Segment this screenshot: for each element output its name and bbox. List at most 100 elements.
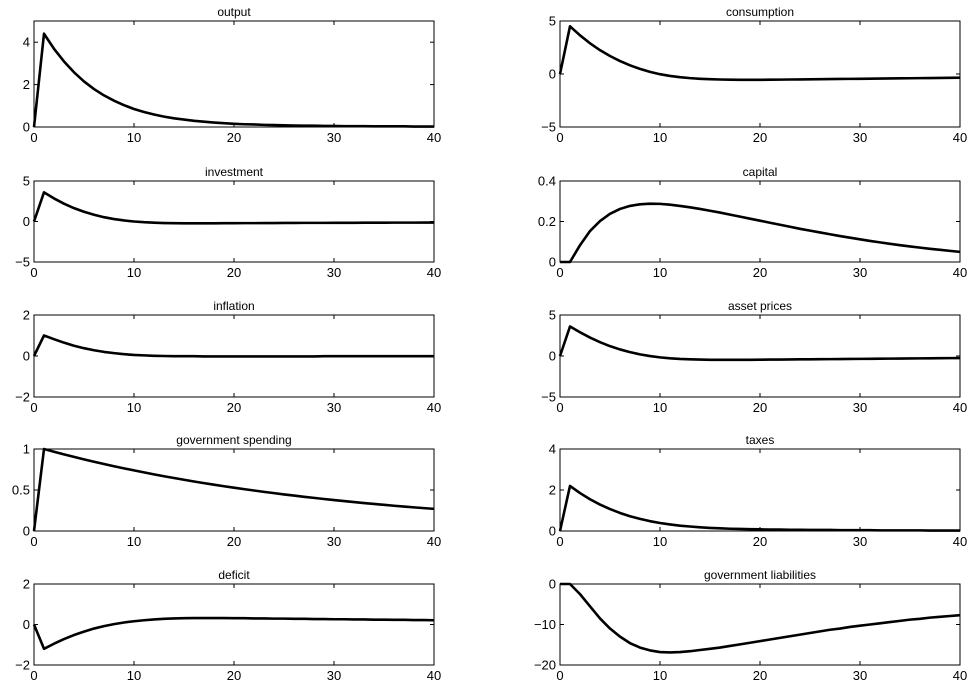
- series-line: [34, 192, 434, 223]
- y-tick-label: −2: [15, 658, 30, 673]
- x-tick-label: 40: [427, 668, 441, 683]
- x-tick-label: 20: [753, 668, 767, 683]
- x-tick-label: 40: [427, 265, 441, 280]
- axes-box: [34, 21, 434, 127]
- x-tick-label: 30: [853, 400, 867, 415]
- y-tick-label: 0: [549, 524, 556, 539]
- y-tick-label: 0: [23, 349, 30, 364]
- x-tick-label: 40: [953, 534, 967, 549]
- panel-title: government spending: [176, 433, 291, 447]
- x-tick-label: 0: [30, 400, 37, 415]
- y-tick-label: 0.4: [538, 174, 556, 189]
- panel-title: investment: [205, 165, 264, 179]
- x-tick-label: 20: [227, 265, 241, 280]
- x-tick-label: 40: [953, 400, 967, 415]
- x-tick-label: 10: [127, 130, 141, 145]
- x-tick-label: 40: [427, 534, 441, 549]
- series-line: [34, 449, 434, 531]
- x-tick-label: 0: [30, 130, 37, 145]
- x-tick-label: 30: [327, 534, 341, 549]
- x-tick-label: 10: [653, 668, 667, 683]
- axes-box: [34, 584, 434, 665]
- x-tick-label: 30: [853, 668, 867, 683]
- y-tick-label: −5: [541, 120, 556, 135]
- x-tick-label: 10: [653, 265, 667, 280]
- axes-box: [560, 449, 960, 531]
- x-tick-label: 0: [556, 400, 563, 415]
- x-tick-label: 0: [30, 668, 37, 683]
- x-tick-label: 30: [327, 265, 341, 280]
- x-tick-label: 30: [327, 668, 341, 683]
- x-tick-label: 0: [30, 265, 37, 280]
- y-tick-label: −10: [534, 617, 556, 632]
- y-tick-label: 0.5: [12, 483, 30, 498]
- axes-box: [560, 584, 960, 665]
- x-tick-label: 20: [227, 130, 241, 145]
- x-tick-label: 20: [753, 130, 767, 145]
- series-line: [34, 34, 434, 127]
- y-tick-label: −20: [534, 658, 556, 673]
- x-tick-label: 10: [127, 534, 141, 549]
- y-tick-label: −5: [15, 255, 30, 270]
- y-tick-label: 5: [549, 14, 556, 29]
- x-tick-label: 40: [953, 668, 967, 683]
- y-tick-label: −2: [15, 390, 30, 405]
- y-tick-label: 0: [549, 577, 556, 592]
- panel-4: capital 0 10 20 30 40 0 0.2 0.4: [538, 165, 967, 280]
- x-tick-label: 0: [30, 534, 37, 549]
- x-tick-label: 10: [653, 534, 667, 549]
- series-line: [560, 204, 960, 262]
- x-tick-label: 20: [227, 534, 241, 549]
- y-tick-label: 2: [549, 483, 556, 498]
- panel-10: government liabilities 0 10 20 30 40 −20 −10 0: [534, 568, 967, 683]
- y-tick-label: 4: [23, 35, 30, 50]
- x-tick-label: 30: [853, 130, 867, 145]
- series-line: [560, 26, 960, 80]
- x-tick-label: 10: [653, 130, 667, 145]
- panel-title: taxes: [746, 433, 775, 447]
- x-tick-label: 20: [753, 265, 767, 280]
- x-tick-label: 10: [127, 400, 141, 415]
- panel-7: government spending 0 10 20 30 40 0 0.5 1: [12, 433, 441, 549]
- x-tick-label: 20: [227, 400, 241, 415]
- panel-title: asset prices: [728, 299, 792, 313]
- y-tick-label: 1: [23, 442, 30, 457]
- x-tick-label: 10: [653, 400, 667, 415]
- y-tick-label: −5: [541, 390, 556, 405]
- x-tick-label: 20: [753, 400, 767, 415]
- y-tick-label: 2: [23, 77, 30, 92]
- y-tick-label: 2: [23, 308, 30, 323]
- y-tick-label: 0: [549, 67, 556, 82]
- x-tick-label: 40: [953, 130, 967, 145]
- y-tick-label: 0: [23, 214, 30, 229]
- x-tick-label: 0: [556, 668, 563, 683]
- y-tick-label: 5: [23, 174, 30, 189]
- series-line: [34, 618, 434, 649]
- x-tick-label: 20: [227, 668, 241, 683]
- series-line: [560, 326, 960, 359]
- x-tick-label: 10: [127, 265, 141, 280]
- axes-box: [560, 315, 960, 397]
- panel-title: deficit: [218, 568, 250, 582]
- x-tick-label: 30: [853, 265, 867, 280]
- x-tick-label: 30: [327, 130, 341, 145]
- panel-title: government liabilities: [704, 568, 816, 582]
- panel-1: output 0 10 20 30 40 0 2 4: [23, 5, 441, 145]
- x-tick-label: 30: [853, 534, 867, 549]
- panel-title: consumption: [726, 5, 794, 19]
- panel-title: capital: [743, 165, 778, 179]
- x-tick-label: 40: [427, 400, 441, 415]
- x-tick-label: 0: [556, 265, 563, 280]
- series-line: [34, 336, 434, 357]
- y-tick-label: 0: [23, 524, 30, 539]
- x-tick-label: 0: [556, 534, 563, 549]
- series-line: [560, 486, 960, 531]
- x-tick-label: 40: [427, 130, 441, 145]
- x-tick-label: 0: [556, 130, 563, 145]
